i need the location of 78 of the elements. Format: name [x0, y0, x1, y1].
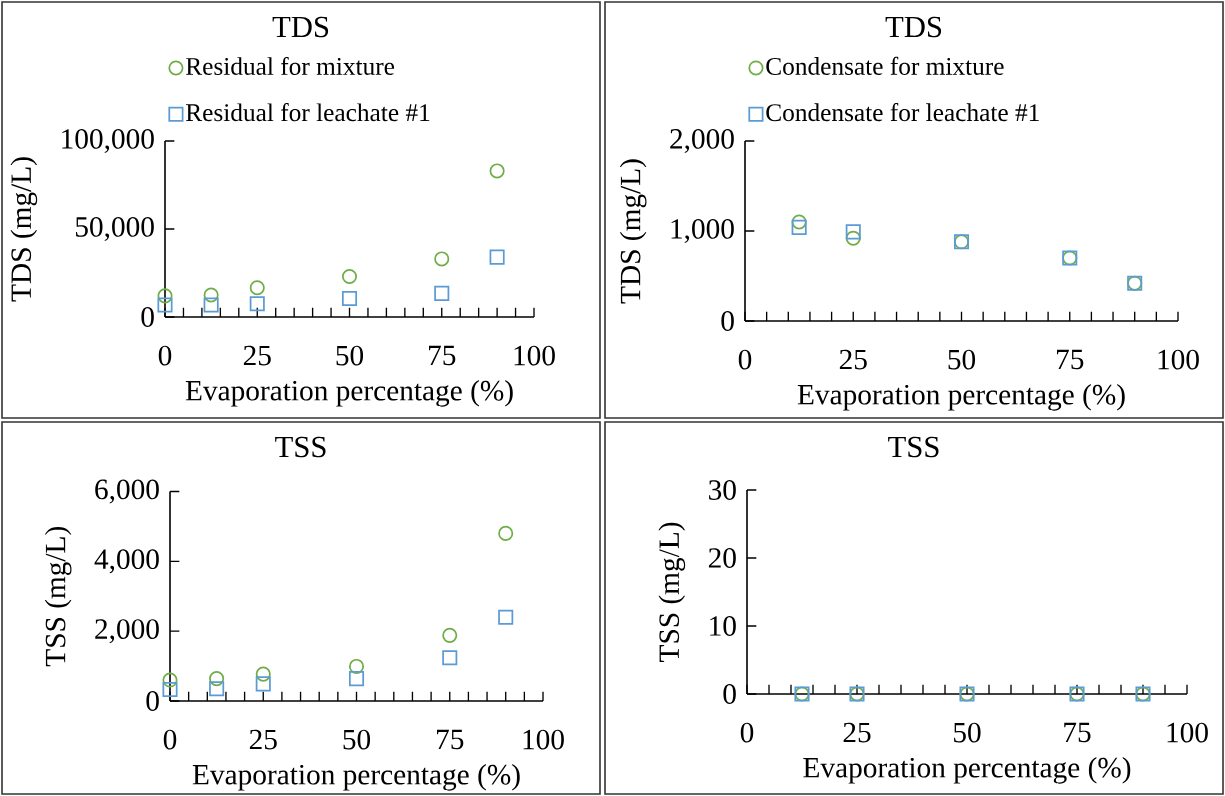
point — [791, 214, 807, 230]
y-tick-label: 2,000 — [670, 128, 734, 154]
y-tick-label: 6,000 — [95, 479, 159, 504]
point — [498, 609, 514, 625]
point — [203, 287, 219, 303]
point — [255, 666, 271, 682]
x-axis-title: Evaporation percentage (%) — [797, 383, 1125, 411]
point — [489, 249, 505, 265]
point — [203, 297, 219, 313]
point — [209, 681, 225, 697]
x-tick-label: 50 — [954, 722, 981, 743]
x-tick-label: 0 — [163, 729, 177, 750]
x-tick-label: 0 — [740, 722, 754, 743]
point — [249, 296, 265, 312]
point — [348, 671, 365, 687]
point — [845, 224, 861, 240]
y-tick-label: 0 — [146, 691, 159, 711]
point — [341, 268, 358, 285]
x-tick-label: 50 — [336, 345, 364, 366]
y-tick-label: 1,000 — [671, 218, 734, 244]
point — [489, 163, 505, 179]
point — [442, 627, 458, 643]
x-tick-label: 100 — [514, 345, 555, 366]
x-axis-title: Evaporation percentage (%) — [803, 756, 1131, 784]
x-tick-label: 75 — [437, 729, 464, 750]
x-tick-label: 25 — [839, 349, 867, 370]
y-tick-label: 2,000 — [95, 619, 159, 644]
y-tick-label: 4,000 — [94, 549, 159, 574]
chart-title: TDS — [885, 16, 942, 38]
point — [434, 251, 450, 267]
point — [162, 672, 178, 688]
legend-label: Condensate for mixture — [766, 56, 1004, 75]
x-tick-label: 100 — [1158, 349, 1199, 370]
y-tick-label: 50,000 — [76, 216, 154, 241]
y-tick-label: 10 — [710, 616, 736, 636]
y-tick-label: 100,000 — [62, 128, 154, 154]
point — [341, 290, 358, 307]
x-axis-title: Evaporation percentage (%) — [192, 763, 520, 791]
y-tick-label: 0 — [723, 684, 736, 704]
y-axis-title: TSS (mg/L) — [44, 527, 72, 667]
x-tick-label: 100 — [523, 729, 564, 750]
x-axis-title: Evaporation percentage (%) — [185, 379, 513, 407]
legend-label: Condensate for leachate #1 — [766, 103, 1039, 122]
x-tick-label: 75 — [1064, 722, 1091, 743]
point — [442, 650, 458, 666]
point — [434, 285, 450, 301]
x-tick-label: 75 — [1057, 349, 1084, 370]
chart-title: TSS — [275, 436, 326, 458]
x-tick-label: 25 — [843, 722, 871, 743]
point — [209, 671, 225, 687]
point — [498, 525, 514, 541]
x-tick-label: 50 — [948, 349, 976, 370]
chart-title: TDS — [272, 16, 329, 38]
x-tick-label: 100 — [1167, 722, 1208, 743]
point — [157, 288, 173, 304]
point — [255, 676, 271, 692]
chart-title: TSS — [888, 436, 939, 458]
x-tick-label: 25 — [249, 729, 277, 750]
legend-label: Residual for leachate #1 — [186, 103, 430, 122]
point — [157, 297, 173, 313]
y-axis-title: TDS (mg/L) — [619, 159, 647, 304]
point — [348, 658, 365, 674]
x-tick-label: 75 — [429, 345, 456, 366]
y-tick-label: 20 — [708, 548, 736, 568]
y-tick-label: 0 — [141, 307, 154, 327]
point — [249, 280, 265, 296]
y-axis-title: TDS (mg/L) — [10, 157, 38, 302]
point — [791, 219, 807, 235]
y-tick-label: 0 — [721, 311, 734, 331]
y-tick-label: 30 — [709, 480, 736, 500]
legend-label: Residual for mixture — [186, 56, 395, 75]
y-axis-title: TSS (mg/L) — [658, 522, 686, 662]
x-tick-label: 0 — [738, 349, 752, 370]
x-tick-label: 25 — [243, 345, 271, 366]
x-tick-label: 0 — [158, 345, 172, 366]
point — [845, 230, 861, 246]
x-tick-label: 50 — [343, 729, 371, 750]
point — [162, 681, 178, 697]
